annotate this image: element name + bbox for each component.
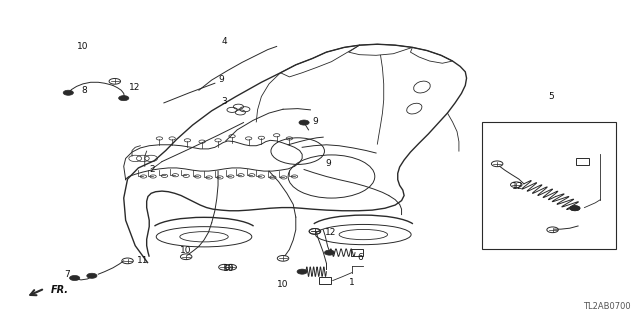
Text: 10: 10 — [180, 246, 191, 255]
Text: 1: 1 — [349, 278, 355, 287]
Text: 4: 4 — [221, 36, 227, 45]
Circle shape — [570, 206, 580, 211]
Circle shape — [118, 96, 129, 101]
Circle shape — [570, 206, 580, 211]
Text: 12: 12 — [325, 228, 337, 237]
Bar — [319, 277, 332, 284]
Text: 7: 7 — [64, 270, 70, 279]
Text: 12: 12 — [513, 181, 524, 190]
Circle shape — [324, 250, 335, 255]
Bar — [351, 250, 364, 256]
Text: 6: 6 — [357, 253, 363, 262]
Text: 9: 9 — [218, 75, 224, 84]
Circle shape — [87, 273, 97, 278]
Text: 8: 8 — [81, 86, 87, 95]
Text: 9: 9 — [312, 117, 318, 126]
Text: 5: 5 — [548, 92, 554, 101]
Text: TL2AB0700: TL2AB0700 — [583, 302, 631, 311]
Text: 10: 10 — [276, 280, 288, 289]
Text: 2: 2 — [149, 165, 155, 174]
Circle shape — [299, 120, 309, 125]
Circle shape — [63, 90, 74, 95]
Text: 9: 9 — [325, 159, 331, 168]
Text: 3: 3 — [221, 97, 227, 106]
Circle shape — [70, 276, 80, 281]
Text: 11: 11 — [136, 256, 148, 265]
Bar — [483, 122, 616, 249]
Text: 10: 10 — [77, 42, 88, 51]
Bar — [576, 158, 589, 165]
Text: 10: 10 — [223, 264, 235, 273]
Circle shape — [297, 269, 307, 274]
Text: FR.: FR. — [51, 285, 69, 295]
Text: 12: 12 — [129, 83, 140, 92]
